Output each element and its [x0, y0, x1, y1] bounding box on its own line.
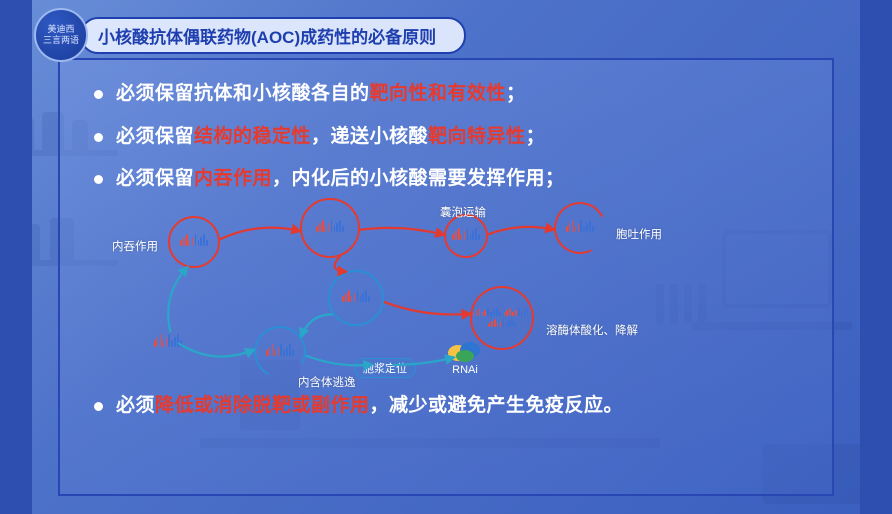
body-text: 必须保留	[116, 168, 194, 189]
body-text: ，递送小核酸	[311, 126, 428, 147]
arrows-layer	[94, 208, 802, 384]
arrow-vesicle-endosome	[335, 256, 347, 272]
arrow-endosome-escape	[301, 314, 333, 337]
body-text: ，减少或避免产生免疫反应。	[370, 395, 624, 416]
highlight-text: 靶向性和有效性	[370, 83, 507, 104]
arrow-start-escape	[178, 342, 254, 356]
bullet-item: 必须降低或消除脱靶或副作用，减少或避免产生免疫反应。	[94, 392, 802, 421]
arrow-transport-exocytosis	[488, 226, 554, 234]
page-title: 小核酸抗体偶联药物(AOC)成药性的必备原则	[80, 17, 466, 54]
arrow-endosome-lysosome	[384, 301, 471, 314]
body-text: ；	[526, 126, 546, 147]
left-edge-bar	[0, 0, 32, 514]
arrow-cyto-rnai	[392, 357, 454, 364]
highlight-text: 结构的稳定性	[194, 126, 311, 147]
body-text: 必须保留抗体和小核酸各自的	[116, 83, 370, 104]
body-text: ；	[506, 83, 526, 104]
bullet-item: 必须保留抗体和小核酸各自的靶向性和有效性；	[94, 80, 802, 109]
arrow-escape-cyto	[306, 355, 372, 365]
body-text: 必须	[116, 395, 155, 416]
pathway-diagram: 内吞作用囊泡运输胞吐作用溶酶体酸化、降解内含体逃逸胞浆定位RNAi	[94, 208, 802, 384]
brand-logo: 美迪西 三言两语	[34, 8, 88, 62]
header: 美迪西 三言两语 小核酸抗体偶联药物(AOC)成药性的必备原则	[34, 8, 466, 62]
right-edge-bar	[860, 0, 892, 514]
body-text: ，内化后的小核酸需要发挥作用；	[272, 168, 565, 189]
highlight-text: 降低或消除脱靶或副作用	[155, 395, 370, 416]
arrow-endocytosis-vesicle	[220, 227, 300, 239]
body-text: 必须保留	[116, 126, 194, 147]
bullet-item: 必须保留内吞作用，内化后的小核酸需要发挥作用；	[94, 165, 802, 194]
arrow-vesicle-transport	[360, 227, 444, 234]
arrow-start-endocytosis	[168, 267, 187, 332]
brand-logo-text: 美迪西 三言两语	[43, 24, 79, 46]
highlight-text: 靶向特异性	[428, 126, 526, 147]
highlight-text: 内吞作用	[194, 168, 272, 189]
content-panel: 必须保留抗体和小核酸各自的靶向性和有效性；必须保留结构的稳定性，递送小核酸靶向特…	[58, 58, 834, 496]
diagram-row: 内吞作用囊泡运输胞吐作用溶酶体酸化、降解内含体逃逸胞浆定位RNAi	[94, 208, 802, 384]
bullet-list: 必须保留抗体和小核酸各自的靶向性和有效性；必须保留结构的稳定性，递送小核酸靶向特…	[94, 80, 802, 420]
bullet-item: 必须保留结构的稳定性，递送小核酸靶向特异性；	[94, 123, 802, 152]
